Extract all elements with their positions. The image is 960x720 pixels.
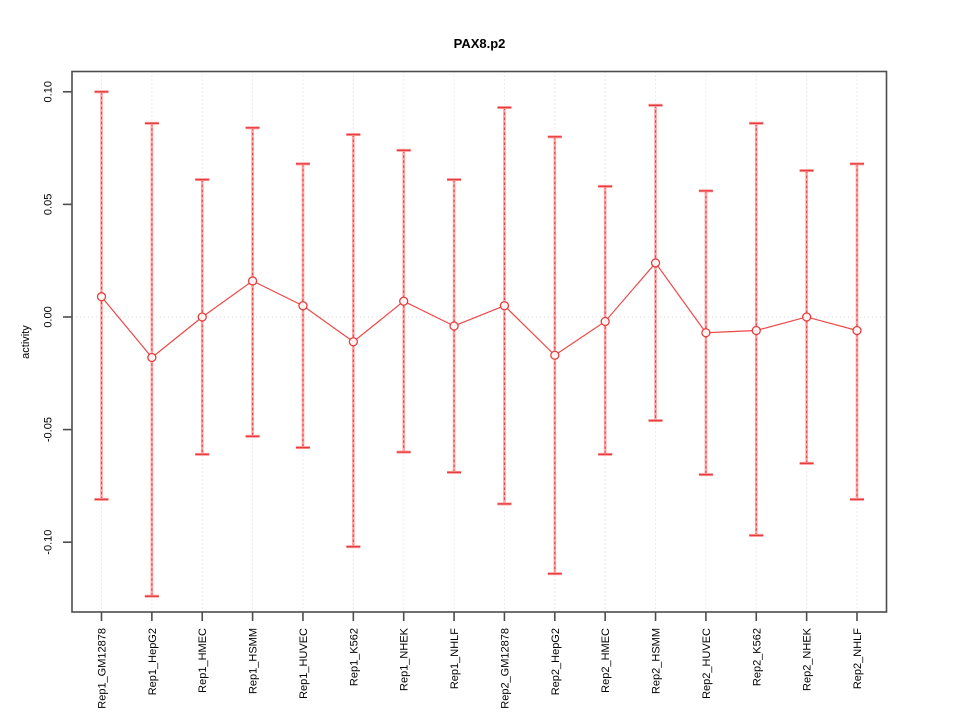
- data-point: [96, 292, 107, 302]
- data-point: [801, 312, 812, 322]
- data-point: [147, 352, 157, 363]
- x-tick-label: Rep1_HUVEC: [298, 628, 310, 699]
- chart-title: PAX8.p2: [453, 36, 506, 51]
- data-point: [348, 337, 358, 347]
- y-tick-label: 0.05: [43, 194, 55, 215]
- x-tick-label: Rep2_K562: [751, 628, 763, 686]
- plot-frame: [71, 70, 888, 613]
- data-point: [600, 316, 610, 327]
- data-point: [449, 321, 459, 331]
- data-point: [550, 350, 560, 360]
- x-tick-label: Rep1_K562: [348, 628, 360, 686]
- series-line: [101, 261, 858, 359]
- data-point: [852, 325, 862, 336]
- data-point: [298, 301, 308, 311]
- x-tick-label: Rep1_HepG2: [147, 628, 159, 695]
- data-point: [197, 312, 207, 322]
- x-tick-label: Rep1_HMEC: [197, 628, 209, 693]
- x-tick-label: Rep2_GM12878: [499, 628, 511, 709]
- x-tick-label: Rep1_NHEK: [399, 627, 411, 691]
- x-tick-label: Rep2_HUVEC: [701, 628, 713, 699]
- x-tick-label: Rep1_GM12878: [97, 628, 109, 709]
- data-point: [247, 276, 258, 286]
- x-tick-label: Rep2_HSMM: [651, 628, 663, 694]
- y-tick-label: -0.05: [43, 417, 55, 442]
- y-tick-label: 0.00: [43, 306, 55, 327]
- x-tick-label: Rep2_HMEC: [600, 628, 612, 693]
- data-point: [499, 301, 510, 311]
- x-tick-label: Rep2_NHLF: [852, 628, 864, 689]
- data-point: [650, 258, 661, 268]
- x-tick-label: Rep2_HepG2: [550, 628, 562, 695]
- x-tick-label: Rep1_NHLF: [449, 628, 461, 689]
- y-tick-label: -0.10: [43, 530, 55, 555]
- x-tick-label: Rep2_NHEK: [802, 627, 814, 691]
- data-point: [751, 325, 761, 336]
- data-point: [399, 296, 409, 306]
- x-tick-label: Rep1_HSMM: [248, 628, 260, 694]
- y-tick-label: 0.10: [43, 81, 55, 102]
- data-point: [701, 328, 711, 338]
